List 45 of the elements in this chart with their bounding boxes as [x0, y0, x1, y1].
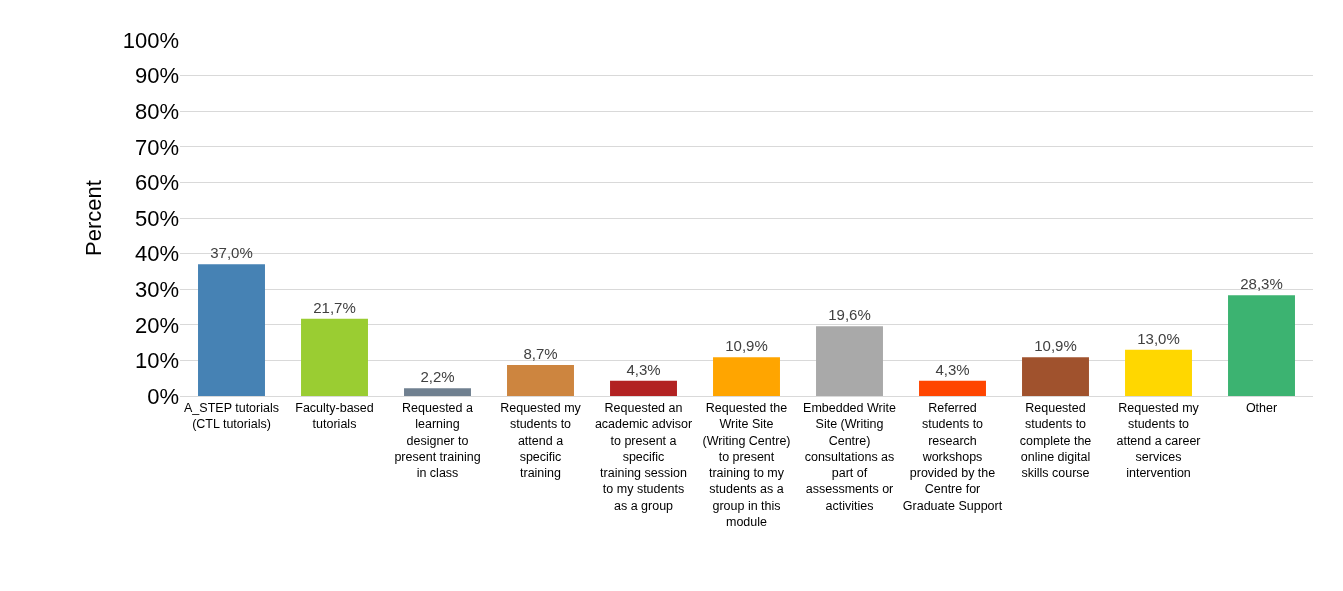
bar	[1022, 357, 1089, 396]
data-label: 10,9%	[1034, 337, 1077, 355]
bar	[507, 365, 574, 396]
y-tick-label: 10%	[134, 348, 179, 374]
data-label: 10,9%	[725, 337, 768, 355]
y-tick-label: 50%	[134, 205, 179, 231]
x-tick-label: Referred students to research workshops provided by the Centre for Graduate Support	[902, 401, 1003, 513]
y-tick-label: 30%	[134, 276, 179, 302]
data-label: 4,3%	[935, 360, 970, 378]
y-tick-label: 20%	[134, 312, 179, 338]
x-tick-label: A_STEP tutorials (CTL tutorials)	[184, 401, 279, 432]
bar	[198, 264, 265, 396]
y-axis-title: Percent	[80, 180, 106, 256]
x-tick-label: Embedded Write Site (Writing Centre) consultations as part of assessments or activities	[803, 401, 896, 513]
data-label: 19,6%	[828, 306, 871, 324]
x-tick-label: Faculty-based tutorials	[295, 401, 374, 432]
bar	[713, 357, 780, 396]
bar	[816, 326, 883, 396]
data-label: 37,0%	[210, 244, 253, 262]
bar	[1228, 295, 1295, 396]
data-label: 13,0%	[1137, 329, 1180, 347]
y-tick-label: 90%	[134, 63, 179, 89]
x-tick-label: Requested an academic advisor to present a specific training session to my students as a group	[594, 401, 693, 513]
x-tick-label: Requested my students to attend a specific training	[500, 401, 582, 480]
bar	[1125, 349, 1192, 396]
bar	[301, 318, 368, 396]
data-label: 21,7%	[313, 298, 356, 316]
y-tick-label: 100%	[122, 27, 179, 53]
data-label: 28,3%	[1240, 275, 1283, 293]
y-tick-label: 0%	[147, 383, 179, 409]
data-label: 4,3%	[626, 360, 661, 378]
y-tick-label: 80%	[134, 98, 179, 124]
x-tick-label: Other	[1245, 401, 1278, 415]
data-label: 2,2%	[420, 368, 455, 386]
y-tick-label: 60%	[134, 170, 179, 196]
y-tick-label: 70%	[134, 134, 179, 160]
data-label: 8,7%	[523, 345, 558, 363]
x-tick-label: Requested students to complete the online digital skills course	[1019, 401, 1092, 480]
x-tick-label: Requested the Write Site (Writing Centre) to present training to my students as a group in this module	[702, 401, 791, 529]
bar	[919, 380, 986, 396]
bar	[404, 388, 471, 396]
x-tick-label: Requested a learning designer to present training in class	[394, 401, 481, 480]
bar	[610, 380, 677, 396]
y-tick-label: 40%	[134, 241, 179, 267]
x-tick-label: Requested my students to attend a career services intervention	[1116, 401, 1201, 480]
